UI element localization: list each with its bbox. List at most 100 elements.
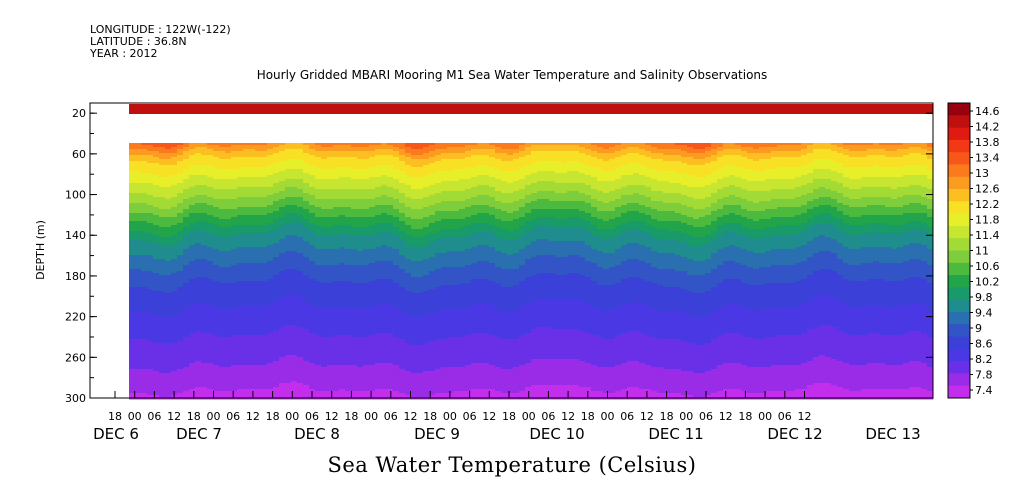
heatmap-cell bbox=[159, 329, 166, 332]
heatmap-cell bbox=[159, 233, 166, 236]
heatmap-cell bbox=[141, 339, 148, 342]
heatmap-cell bbox=[135, 349, 142, 352]
heatmap-cell bbox=[135, 345, 142, 348]
heatmap-cell bbox=[129, 143, 136, 146]
heatmap-cell bbox=[165, 291, 172, 294]
heatmap-cell bbox=[159, 163, 166, 166]
heatmap-cell bbox=[135, 379, 142, 382]
heatmap-cell bbox=[141, 375, 148, 378]
heatmap-cell bbox=[135, 179, 142, 182]
heatmap-cell bbox=[141, 255, 148, 258]
heatmap-cell bbox=[147, 225, 154, 228]
heatmap-cell bbox=[129, 191, 136, 194]
heatmap-cell bbox=[159, 249, 166, 252]
heatmap-cell bbox=[129, 371, 136, 374]
heatmap-cell bbox=[159, 203, 166, 206]
heatmap-cell bbox=[129, 279, 136, 282]
heatmap-cell bbox=[135, 353, 142, 356]
heatmap-cell bbox=[159, 371, 166, 374]
heatmap-cell bbox=[147, 383, 154, 386]
heatmap-cell bbox=[165, 395, 172, 398]
heatmap-cell bbox=[135, 149, 142, 152]
heatmap-cell bbox=[147, 173, 154, 176]
heatmap-cell bbox=[159, 147, 166, 150]
heatmap-cell bbox=[153, 393, 160, 396]
heatmap-cell bbox=[129, 361, 136, 364]
heatmap-cell bbox=[141, 395, 148, 398]
heatmap-cell bbox=[129, 381, 136, 384]
heatmap-cell bbox=[135, 333, 142, 336]
heatmap-cell bbox=[135, 303, 142, 306]
heatmap-cell bbox=[141, 243, 148, 246]
heatmap-cell bbox=[159, 143, 166, 146]
heatmap-cell bbox=[141, 205, 148, 208]
heatmap-cell bbox=[147, 191, 154, 194]
heatmap-cell bbox=[165, 339, 172, 342]
heatmap-cell bbox=[135, 341, 142, 344]
heatmap-cell bbox=[135, 143, 142, 146]
heatmap-cell bbox=[135, 207, 142, 210]
heatmap-cell bbox=[147, 335, 154, 338]
heatmap-cell bbox=[165, 319, 172, 322]
heatmap-cell bbox=[135, 259, 142, 262]
heatmap-cell bbox=[141, 187, 148, 190]
heatmap-cell bbox=[153, 389, 160, 392]
heatmap-cell bbox=[147, 213, 154, 216]
heatmap-cell bbox=[141, 209, 148, 212]
heatmap-cell bbox=[165, 265, 172, 268]
heatmap-cell bbox=[129, 239, 136, 242]
heatmap-cell bbox=[147, 315, 154, 318]
heatmap-cell bbox=[153, 201, 160, 204]
heatmap-cell bbox=[141, 227, 148, 230]
heatmap-cell bbox=[165, 159, 172, 162]
heatmap-cell bbox=[147, 155, 154, 158]
heatmap-cell bbox=[153, 367, 160, 370]
heatmap-cell bbox=[141, 369, 148, 372]
heatmap-cell bbox=[141, 313, 148, 316]
heatmap-cell bbox=[159, 229, 166, 232]
heatmap-cell bbox=[135, 205, 142, 208]
heatmap-cell bbox=[135, 395, 142, 398]
heatmap-cell bbox=[165, 193, 172, 196]
heatmap-cell bbox=[147, 167, 154, 170]
heatmap-cell bbox=[165, 257, 172, 260]
heatmap-cell bbox=[147, 365, 154, 368]
heatmap-cell bbox=[165, 165, 172, 168]
heatmap-cell bbox=[129, 321, 136, 324]
heatmap-cell bbox=[129, 387, 136, 390]
heatmap-cell bbox=[153, 179, 160, 182]
heatmap-cell bbox=[141, 355, 148, 358]
heatmap-cell bbox=[141, 235, 148, 238]
heatmap-cell bbox=[129, 201, 136, 204]
heatmap-cell bbox=[165, 219, 172, 222]
heatmap-cell bbox=[153, 205, 160, 208]
heatmap-cell bbox=[165, 191, 172, 194]
heatmap-cell bbox=[129, 159, 136, 162]
heatmap-cell bbox=[129, 233, 136, 236]
heatmap-cell bbox=[159, 359, 166, 362]
heatmap-cell bbox=[129, 277, 136, 280]
heatmap-cell bbox=[147, 245, 154, 248]
heatmap-cell bbox=[153, 225, 160, 228]
heatmap-cell bbox=[129, 227, 136, 230]
heatmap-cell bbox=[135, 185, 142, 188]
heatmap-cell bbox=[135, 283, 142, 286]
heatmap-cell bbox=[153, 373, 160, 376]
heatmap-cell bbox=[135, 245, 142, 248]
heatmap-cell bbox=[165, 175, 172, 178]
heatmap-cell bbox=[153, 361, 160, 364]
heatmap-cell bbox=[147, 145, 154, 148]
heatmap-cell bbox=[141, 311, 148, 314]
heatmap-cell bbox=[129, 393, 136, 396]
heatmap-cell bbox=[147, 273, 154, 276]
heatmap-cell bbox=[165, 209, 172, 212]
heatmap-cell bbox=[141, 303, 148, 306]
heatmap-cell bbox=[129, 293, 136, 296]
heatmap-cell bbox=[147, 197, 154, 200]
heatmap-cell bbox=[165, 253, 172, 256]
heatmap-cell bbox=[165, 271, 172, 274]
heatmap-cell bbox=[135, 167, 142, 170]
heatmap-cell bbox=[159, 247, 166, 250]
heatmap-cell bbox=[135, 271, 142, 274]
heatmap-cell bbox=[147, 149, 154, 152]
